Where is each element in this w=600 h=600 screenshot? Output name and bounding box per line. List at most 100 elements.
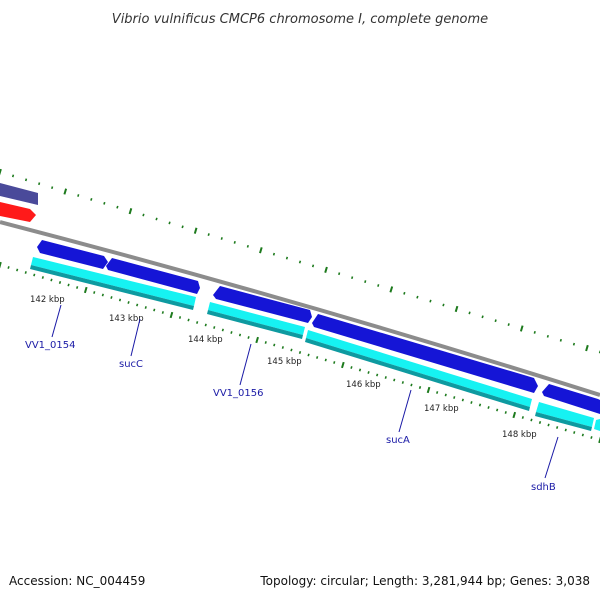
scale-tick-mark [504,411,507,414]
scale-tick-mark [298,351,302,354]
scale-tick-mark [213,326,216,329]
cds-band-shadow [535,412,592,431]
gene-leader-lines [51,304,559,479]
gene-arrow [312,314,538,393]
scale-tick-mark [238,333,242,337]
scale-tick-mark [83,286,88,294]
scale-tick-mark [76,286,79,289]
genome-summary-text: Topology: circular; Length: 3,281,944 bp… [259,574,590,588]
scale-tick-mark [93,291,96,294]
outer-tick-mark [507,323,510,327]
gene-label-vv1-0154[interactable]: VV1_0154 [25,340,76,351]
scale-tick-mark [281,346,284,349]
cds-band [31,257,196,306]
scale-tick-mark [376,373,379,377]
scale-tick-mark [7,266,10,269]
leader-line-succ [130,318,141,357]
outer-tick-mark [298,260,302,264]
gene-label-suca[interactable]: sucA [386,435,410,446]
cds-band-shadow [30,265,194,310]
scale-tick-mark [273,343,276,347]
scale-tick-mark [264,341,267,344]
accession-text: Accession: NC_004459 [9,574,145,588]
scale-tick-mark [401,381,404,384]
scale-tick-mark [255,336,259,344]
leader-line-vv1-0156 [239,343,252,386]
outer-tick-mark [533,330,536,334]
cds-band [306,330,532,407]
gene-arrow [37,240,108,269]
gene-label-sdhb[interactable]: sdhB [531,482,556,493]
scale-tick-mark [496,408,499,412]
scale-tick-mark [316,356,319,359]
outer-tick-mark [193,227,198,234]
cds-track-cyan [30,257,600,431]
outer-tick-mark [233,240,236,244]
scale-tick-mark [426,386,431,394]
scale-tick-mark [512,411,517,419]
outer-tick-mark [546,334,549,338]
scale-labels: 142 kbp 143 kbp 144 kbp 145 kbp 146 kbp … [30,295,537,440]
gene-label-vv1-0156[interactable]: VV1_0156 [213,388,264,399]
scale-tick-mark [444,393,447,397]
leader-line-vv1-0154 [51,304,62,338]
outer-tick-mark [246,244,249,248]
scale-tick-mark [169,311,174,319]
purple-feature-arrow [0,183,38,205]
cds-band [594,419,600,431]
outer-tick-mark [389,286,394,293]
scale-label-142kbp: 142 kbp [30,295,65,305]
outer-tick-mark [142,213,145,217]
gene-arrow [106,258,200,294]
scale-tick-mark [410,383,413,387]
outer-tick-mark [377,284,380,287]
genome-backbone-arc [0,220,600,397]
scale-tick-mark [461,398,464,402]
scale-tick-mark [418,386,422,389]
outer-tick-mark [338,272,341,276]
scale-tick-mark [581,433,584,437]
scale-tick-mark [564,428,567,432]
outer-tick-mark [24,178,28,182]
map-title: Vibrio vulnificus CMCP6 chromosome I, co… [112,12,488,27]
scale-tick-mark [33,273,36,277]
outer-tick-mark [128,208,133,215]
red-feature-arrow [0,202,36,222]
scale-tick-mark [230,331,233,334]
scale-tick-mark [333,361,336,364]
scale-tick-mark [247,336,250,339]
outer-tick-mark [38,182,41,186]
scale-tick-mark [521,416,524,419]
scale-tick-mark [24,271,27,274]
scale-label-144kbp: 144 kbp [188,335,223,345]
scale-tick-mark [350,366,353,369]
scale-tick-mark [290,348,293,352]
gene-arrow [213,286,312,323]
outer-tick-mark [351,276,354,280]
cds-band [208,302,305,335]
outer-tick-mark [519,325,524,332]
scale-tick-mark [341,361,345,369]
scale-label-148kbp: 148 kbp [502,430,537,440]
outer-tick-mark [259,247,263,254]
outer-tick-mark [364,280,367,284]
inner-scale-ticks [0,261,600,444]
scale-tick-mark [530,418,533,422]
gene-label-succ[interactable]: sucC [119,359,143,370]
scale-tick-mark [118,298,122,302]
scale-tick-mark [41,276,44,279]
outer-tick-mark [324,266,328,273]
scale-tick-mark [436,391,439,394]
scale-tick-mark [50,278,53,282]
outer-tick-mark [311,264,315,268]
scale-tick-mark [0,261,2,269]
scale-tick-mark [538,421,542,424]
leader-line-sdhb [544,436,559,479]
outer-tick-mark [77,194,80,197]
top-left-features [0,183,38,222]
scale-tick-mark [478,403,482,407]
outer-tick-mark [285,256,289,260]
scale-label-146kbp: 146 kbp [346,380,381,390]
outer-tick-mark [181,225,184,229]
scale-tick-mark [393,378,396,382]
